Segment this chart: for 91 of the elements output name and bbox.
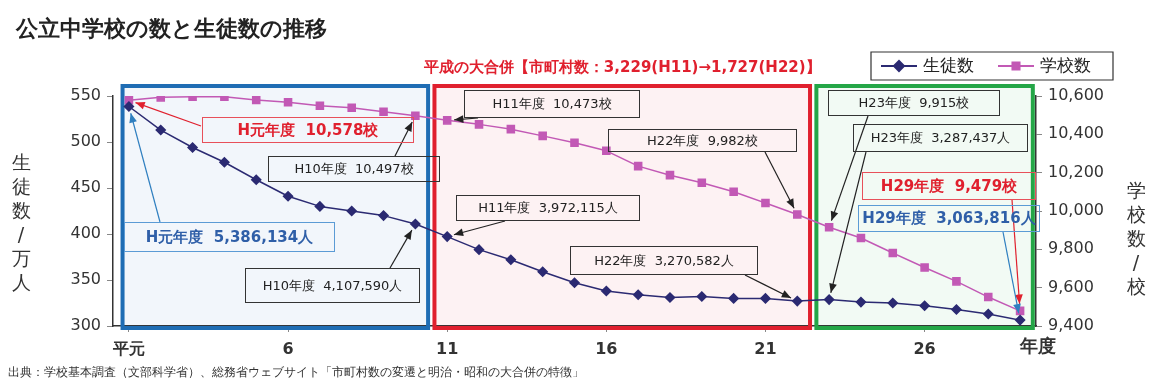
source-note: 出典：学校基本調査（文部科学省）、総務省ウェブサイト「市町村数の変遷と明治・昭和の大合併の特徴」 — [8, 364, 584, 381]
point — [315, 101, 325, 111]
point — [697, 178, 707, 188]
point — [633, 161, 643, 171]
y-tick-label: 300 — [70, 315, 101, 335]
y-tick-label: 550 — [70, 85, 101, 105]
annotation: H11年度 3,972,115人 — [456, 195, 640, 221]
x-axis-title: 年度 — [1020, 334, 1056, 358]
annotation: H23年度 3,287,437人 — [853, 124, 1028, 152]
y-tick-label: 400 — [70, 223, 101, 243]
point — [856, 233, 866, 243]
point — [347, 103, 356, 112]
point — [410, 218, 421, 230]
point — [855, 296, 867, 308]
legend-label: 生徒数 — [923, 55, 974, 76]
point — [378, 210, 389, 221]
y2-tick-label: 10,400 — [1048, 123, 1104, 143]
annotation: H29年度 9,479校 — [862, 172, 1036, 200]
point — [793, 210, 802, 219]
point — [537, 266, 548, 277]
point — [823, 294, 835, 305]
point — [283, 98, 293, 107]
point — [251, 96, 261, 105]
point — [952, 277, 961, 286]
point — [570, 138, 579, 148]
y2-tick-label: 9,600 — [1048, 276, 1094, 296]
x-tick-label: 16 — [595, 338, 618, 358]
point — [187, 142, 198, 153]
point — [282, 191, 294, 202]
point — [538, 131, 547, 141]
y2-tick-label: 10,600 — [1048, 85, 1104, 105]
point — [379, 107, 388, 116]
x-tick-label: 21 — [754, 338, 777, 358]
point — [824, 223, 834, 232]
y-tick-label: 350 — [70, 269, 101, 289]
point — [728, 293, 739, 304]
point — [761, 198, 770, 208]
point — [665, 170, 675, 180]
y-tick-label: 450 — [70, 177, 101, 197]
point — [760, 293, 771, 304]
point — [602, 146, 611, 156]
point — [474, 120, 484, 129]
point — [473, 244, 485, 255]
point — [664, 292, 676, 303]
y2-tick-label: 9,800 — [1048, 238, 1094, 258]
point — [1014, 314, 1026, 326]
point — [569, 277, 580, 289]
point — [123, 101, 135, 112]
point — [314, 201, 326, 212]
point — [601, 285, 612, 297]
annotation: H23年度 9,915校 — [828, 90, 1000, 116]
point — [250, 174, 262, 185]
band-label: 平成の大合併【市町村数：3,229(H11)→1,727(H22)】 — [422, 57, 821, 76]
point — [792, 295, 803, 307]
y2-axis-title: 学校数/校 — [1125, 178, 1147, 298]
annotation: H22年度 9,982校 — [608, 129, 797, 152]
point — [696, 291, 708, 302]
y2-tick-label: 9,400 — [1048, 315, 1094, 335]
x-tick-label: 平元 — [111, 338, 145, 358]
y2-tick-label: 10,000 — [1048, 200, 1104, 220]
point — [441, 231, 453, 242]
annotation: H元年度 10,578校 — [202, 117, 414, 143]
x-tick-label: 11 — [436, 338, 459, 358]
annotation: H10年度 4,107,590人 — [245, 268, 420, 303]
chart-title: 公立中学校の数と生徒数の推移 — [16, 15, 327, 43]
point — [888, 248, 898, 258]
x-tick-label: 26 — [913, 338, 936, 358]
annotation: H22年度 3,270,582人 — [570, 246, 758, 275]
point — [442, 116, 452, 125]
y-tick-label: 500 — [70, 131, 101, 151]
point — [346, 205, 357, 217]
point — [983, 308, 994, 320]
point — [219, 156, 230, 168]
annotation: H元年度 5,386,134人 — [124, 222, 335, 252]
annotation: H10年度 10,497校 — [268, 156, 440, 182]
y2-tick-label: 10,200 — [1048, 161, 1104, 181]
point — [632, 289, 644, 300]
point — [920, 263, 929, 272]
point — [155, 124, 166, 136]
y-axis-title: 生徒数/万人 — [10, 150, 32, 294]
point — [983, 292, 993, 302]
point — [505, 254, 517, 266]
x-tick-label: 6 — [282, 338, 294, 358]
point — [729, 187, 738, 197]
point — [506, 124, 516, 134]
point — [919, 300, 930, 312]
point — [951, 304, 962, 315]
annotation: H11年度 10,473校 — [464, 90, 640, 118]
legend-label: 学校数 — [1040, 55, 1091, 76]
point — [887, 297, 899, 309]
point — [411, 111, 420, 121]
